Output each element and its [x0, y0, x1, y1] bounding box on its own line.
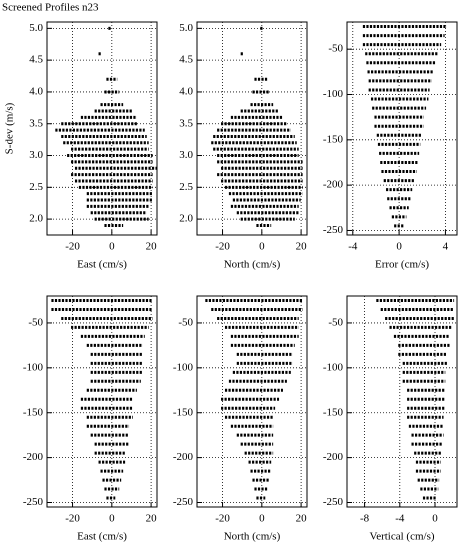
y-tick-label: 2.0 — [29, 213, 43, 225]
x-tick-label: -4 — [395, 513, 405, 525]
x-axis-label: Vertical (cm/s) — [369, 531, 434, 543]
y-tick-label: -250 — [173, 496, 194, 508]
x-tick-label: -20 — [65, 513, 80, 525]
x-axis-label: East (cm/s) — [77, 531, 127, 543]
y-tick-label: 2.5 — [29, 181, 43, 193]
x-tick-label: -20 — [215, 241, 230, 253]
y-tick-label: -200 — [323, 179, 344, 191]
y-tick-label: 3.0 — [29, 149, 43, 161]
y-axis-label: S-dev (m/s) — [4, 102, 16, 154]
y-tick-label: -50 — [178, 316, 193, 328]
y-tick-label: 4.5 — [29, 54, 43, 66]
y-tick-label: 2.0 — [179, 213, 193, 225]
y-tick-label: -250 — [23, 496, 44, 508]
x-tick-label: -20 — [215, 513, 230, 525]
x-tick-label: 4 — [443, 241, 449, 253]
y-tick-label: 4.0 — [179, 85, 193, 97]
y-tick-label: -50 — [328, 316, 343, 328]
x-tick-label: 0 — [396, 241, 402, 253]
plot-frame — [46, 295, 158, 508]
x-tick-label: 0 — [259, 513, 265, 525]
y-tick-label: -150 — [323, 406, 344, 418]
y-tick-label: 2.5 — [179, 181, 193, 193]
y-tick-label: -100 — [173, 361, 194, 373]
y-tick-label: -100 — [323, 361, 344, 373]
y-tick-label: -200 — [173, 451, 194, 463]
y-tick-label: 5.0 — [179, 22, 193, 34]
x-tick-label: 0 — [109, 513, 115, 525]
y-tick-label: -150 — [323, 133, 344, 145]
x-axis-label: Error (cm/s) — [375, 259, 429, 271]
y-tick-label: 4.0 — [29, 85, 43, 97]
y-tick-label: -250 — [323, 496, 344, 508]
y-tick-label: -50 — [328, 43, 343, 55]
y-tick-label: -50 — [28, 316, 43, 328]
plot-frame — [196, 21, 308, 236]
y-tick-label: -200 — [23, 451, 44, 463]
y-tick-label: -150 — [23, 406, 44, 418]
x-tick-label: -8 — [360, 513, 370, 525]
y-tick-label: 5.0 — [29, 22, 43, 34]
plot-frame — [196, 295, 308, 508]
x-tick-label: 0 — [109, 241, 115, 253]
x-tick-label: 20 — [296, 241, 308, 253]
y-tick-label: -100 — [23, 361, 44, 373]
y-tick-label: -250 — [323, 224, 344, 236]
y-tick-label: 3.5 — [29, 117, 43, 129]
x-axis-label: East (cm/s) — [77, 259, 127, 271]
y-tick-label: 3.0 — [179, 149, 193, 161]
x-tick-label: -20 — [65, 241, 80, 253]
figure-title: Screened Profiles n23 — [2, 2, 99, 14]
y-tick-label: -150 — [173, 406, 194, 418]
y-tick-label: 4.5 — [179, 54, 193, 66]
x-axis-label: North (cm/s) — [224, 531, 281, 543]
plot-frame — [46, 21, 158, 236]
plot-frame — [346, 21, 458, 236]
y-tick-label: -100 — [323, 88, 344, 100]
x-tick-label: 0 — [259, 241, 265, 253]
x-tick-label: -4 — [348, 241, 358, 253]
x-tick-label: 20 — [146, 513, 158, 525]
x-tick-label: 0 — [432, 513, 438, 525]
y-tick-label: 3.5 — [179, 117, 193, 129]
x-tick-label: 20 — [146, 241, 158, 253]
y-tick-label: -200 — [323, 451, 344, 463]
plot-frame — [346, 295, 458, 508]
x-tick-label: 20 — [296, 513, 308, 525]
x-axis-label: North (cm/s) — [224, 259, 281, 271]
